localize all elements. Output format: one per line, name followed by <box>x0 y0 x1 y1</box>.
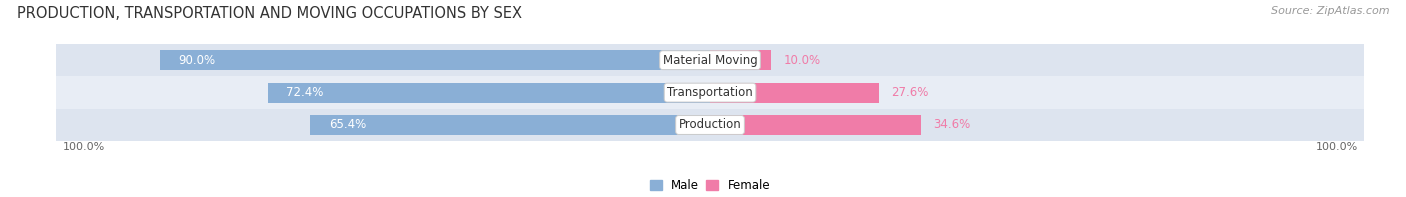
Text: Transportation: Transportation <box>668 86 752 99</box>
Bar <box>56 44 1364 76</box>
Text: 27.6%: 27.6% <box>891 86 928 99</box>
Bar <box>710 83 879 103</box>
Bar <box>311 115 710 135</box>
Bar <box>710 50 770 70</box>
Text: Production: Production <box>679 118 741 131</box>
Text: 65.4%: 65.4% <box>329 118 366 131</box>
Text: 72.4%: 72.4% <box>285 86 323 99</box>
Bar <box>267 83 710 103</box>
Legend: Male, Female: Male, Female <box>645 175 775 197</box>
Text: 100.0%: 100.0% <box>62 142 104 152</box>
Text: 10.0%: 10.0% <box>783 54 821 67</box>
Bar <box>56 109 1364 141</box>
Bar <box>160 50 710 70</box>
Text: 90.0%: 90.0% <box>179 54 215 67</box>
Text: PRODUCTION, TRANSPORTATION AND MOVING OCCUPATIONS BY SEX: PRODUCTION, TRANSPORTATION AND MOVING OC… <box>17 6 522 21</box>
Bar <box>56 76 1364 109</box>
Text: Material Moving: Material Moving <box>662 54 758 67</box>
Text: Source: ZipAtlas.com: Source: ZipAtlas.com <box>1271 6 1389 16</box>
Text: 100.0%: 100.0% <box>1316 142 1358 152</box>
Text: 34.6%: 34.6% <box>934 118 972 131</box>
Bar <box>710 115 921 135</box>
